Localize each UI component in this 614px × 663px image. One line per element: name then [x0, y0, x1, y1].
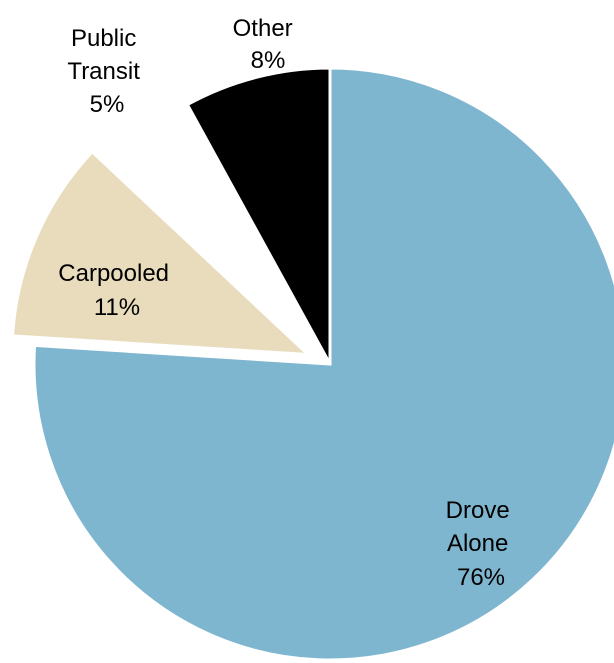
pie-slices [10, 66, 614, 662]
label-other: Other 8% [233, 15, 300, 74]
label-public-transit: Public Transit 5% [67, 25, 146, 118]
pie-slice-carpooled [10, 149, 313, 357]
pie-slice-other [185, 66, 332, 365]
pie-labels: Drove Alone 76% Carpooled 11% Public Tra… [58, 15, 517, 591]
pie-slice-public-transit [97, 83, 317, 347]
pie-slice-drove-alone [32, 66, 614, 662]
label-carpooled: Carpooled 11% [58, 260, 175, 321]
label-drove-alone: Drove Alone 76% [446, 497, 517, 591]
